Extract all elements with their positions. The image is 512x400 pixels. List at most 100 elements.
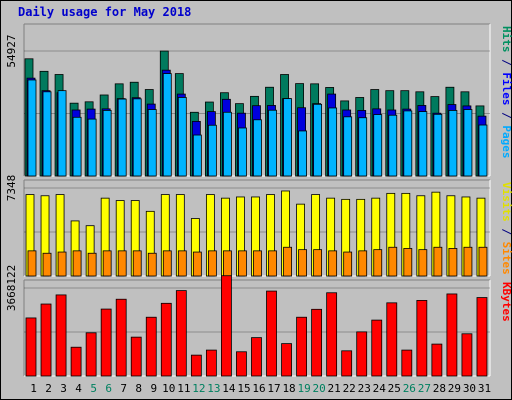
panel-kbytes: 3668122 KBytes [5, 265, 512, 377]
bar-pages-day-28 [433, 113, 443, 177]
x-tick-label-22: 22 [343, 382, 356, 395]
x-tick-label-9: 9 [150, 382, 157, 395]
bar-sites-day-26 [403, 248, 413, 277]
bar-kbytes-day-30 [461, 333, 473, 377]
bar-sites-day-5 [87, 252, 97, 277]
bar-pages-day-25 [388, 114, 398, 177]
bar-sites-day-30 [463, 246, 473, 277]
bar-sites-day-21 [328, 250, 338, 277]
bar-pages-day-8 [132, 98, 142, 177]
bar-sites-day-7 [117, 250, 127, 277]
bar-kbytes-day-16 [251, 337, 262, 377]
bar-pages-day-6 [102, 110, 112, 177]
bar-sites-day-16 [253, 250, 262, 277]
bar-sites-day-1 [27, 250, 37, 277]
x-tick-label-11: 11 [177, 382, 190, 395]
bar-sites-day-4 [72, 250, 82, 277]
x-tick-label-3: 3 [60, 382, 67, 395]
bar-sites-day-3 [57, 251, 67, 277]
bar-sites-day-10 [162, 250, 172, 277]
x-tick-label-27: 27 [418, 382, 431, 395]
x-tick-label-25: 25 [388, 382, 401, 395]
bar-kbytes-day-22 [341, 350, 353, 377]
bar-kbytes-day-27 [416, 300, 428, 377]
bar-pages-day-4 [72, 116, 82, 177]
bar-kbytes-day-8 [130, 336, 142, 377]
legend-part-2: Sites [500, 242, 512, 275]
x-tick-label-24: 24 [373, 382, 387, 395]
bar-pages-day-26 [403, 110, 413, 177]
bar-kbytes-day-1 [25, 317, 37, 377]
bar-sites-day-19 [298, 249, 307, 277]
x-tick-label-26: 26 [403, 382, 416, 395]
bar-sites-day-2 [42, 252, 52, 277]
x-tick-label-18: 18 [282, 382, 295, 395]
legend-part-0: Visits [500, 182, 512, 222]
bar-sites-day-14 [223, 250, 232, 277]
bar-kbytes-day-24 [371, 319, 383, 377]
bar-pages-day-22 [343, 116, 353, 177]
x-tick-label-16: 16 [252, 382, 265, 395]
bar-pages-day-3 [57, 90, 67, 177]
bar-sites-day-6 [102, 250, 112, 277]
x-tick-label-6: 6 [105, 382, 112, 395]
x-tick-label-10: 10 [162, 382, 175, 395]
x-axis-labels: 1 2 3 4 5 6 7 8 9 10 11 12 13 14 15 16 17 18 19 20 21 22 23 24 2… [30, 382, 491, 395]
bar-kbytes-day-5 [85, 332, 97, 377]
bar-kbytes-day-15 [236, 351, 247, 377]
bar-kbytes-day-17 [266, 290, 277, 377]
bar-pages-day-29 [448, 110, 458, 177]
bar-sites-day-28 [433, 246, 443, 277]
bar-sites-day-29 [448, 248, 458, 277]
y-max-label-pages-files-hits: 54927 [5, 34, 18, 67]
legend-part-3: / [500, 106, 512, 126]
panel-pages-files-hits: 54927 Hits / Files / Pages [5, 23, 512, 177]
bar-pages-day-16 [253, 119, 262, 177]
x-tick-label-28: 28 [433, 382, 446, 395]
bar-kbytes-day-4 [70, 346, 82, 377]
bar-pages-day-24 [373, 114, 383, 177]
bar-kbytes-day-12 [190, 354, 202, 377]
bar-pages-day-23 [358, 117, 368, 177]
bar-kbytes-day-3 [55, 294, 67, 377]
bar-sites-day-11 [177, 250, 187, 277]
bar-sites-day-22 [343, 251, 353, 277]
x-tick-label-8: 8 [135, 382, 142, 395]
x-tick-label-21: 21 [328, 382, 341, 395]
bar-pages-day-9 [147, 109, 157, 177]
bar-pages-day-7 [117, 98, 127, 177]
panel-visits-sites: 7348 Visits / Sites [5, 175, 512, 277]
x-tick-label-12: 12 [192, 382, 205, 395]
bar-pages-day-5 [87, 118, 97, 177]
bar-sites-day-31 [478, 246, 488, 277]
chart-title: Daily usage for May 2018 [18, 5, 192, 19]
x-tick-label-4: 4 [75, 382, 82, 395]
bar-kbytes-day-14 [221, 275, 232, 377]
bar-kbytes-day-20 [311, 308, 323, 377]
bar-kbytes-day-2 [40, 303, 52, 377]
bar-pages-day-14 [223, 111, 232, 177]
y-max-label-visits-sites: 7348 [5, 175, 18, 202]
bar-pages-day-15 [238, 127, 247, 177]
bar-pages-day-11 [177, 97, 187, 177]
legend-part-2: Files [500, 72, 512, 105]
bar-sites-day-12 [192, 251, 202, 277]
bar-kbytes-day-25 [386, 302, 398, 377]
bar-kbytes-day-21 [326, 292, 338, 377]
bar-kbytes-day-7 [115, 298, 127, 377]
bar-sites-day-13 [207, 250, 217, 277]
bar-kbytes-day-18 [281, 343, 292, 377]
bar-sites-day-25 [388, 246, 398, 277]
bar-pages-day-31 [478, 124, 488, 177]
bar-sites-day-23 [358, 250, 368, 277]
bar-pages-day-27 [418, 111, 428, 177]
bar-kbytes-day-26 [401, 349, 413, 377]
legend-part-0: Hits [500, 26, 512, 53]
bar-pages-day-10 [162, 73, 172, 177]
bar-sites-day-27 [418, 249, 428, 277]
bar-kbytes-day-29 [446, 293, 458, 377]
legend-part-1: / [500, 53, 512, 73]
x-tick-label-31: 31 [478, 382, 491, 395]
x-tick-label-5: 5 [90, 382, 97, 395]
